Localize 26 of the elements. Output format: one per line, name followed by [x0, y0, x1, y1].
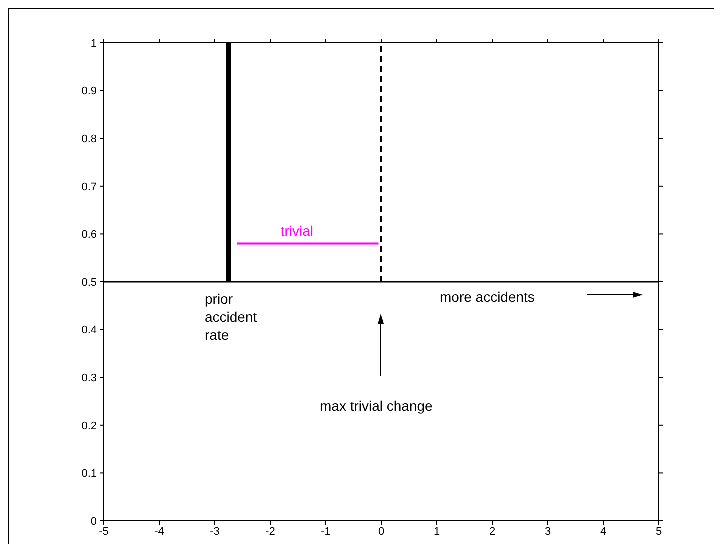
y-tick-label: 0 — [90, 516, 97, 528]
x-tick-label: -2 — [266, 526, 276, 538]
annotation: more accidents — [440, 288, 535, 306]
x-tick-label: -5 — [99, 526, 109, 538]
annotation: max trivial change — [320, 397, 433, 415]
x-tick-label: -3 — [210, 526, 220, 538]
x-tick-label: 2 — [489, 526, 496, 538]
x-tick-label: 0 — [378, 526, 385, 538]
y-tick-label: 0.6 — [82, 229, 97, 242]
y-tick-label: 0.3 — [82, 372, 97, 385]
x-tick-label: -1 — [321, 526, 331, 538]
x-tick-label: 5 — [656, 526, 662, 538]
x-tick-label: 3 — [544, 526, 552, 538]
y-tick-label: 0.2 — [82, 420, 97, 432]
y-tick-label: 0.4 — [82, 324, 97, 337]
y-tick-label: 0.8 — [82, 134, 97, 146]
x-tick-label: 4 — [600, 526, 607, 538]
y-tick-label: 0.7 — [82, 181, 97, 194]
y-tick-label: 0.5 — [82, 276, 97, 289]
y-tick-label: 0.1 — [82, 468, 97, 480]
series-label: trivial — [280, 222, 314, 239]
annotation: prior accident rate — [205, 290, 258, 344]
x-tick-label: -4 — [154, 526, 164, 538]
y-tick-label: 0.9 — [82, 86, 97, 98]
x-tick-label: 1 — [434, 526, 440, 538]
y-tick-label: 1 — [90, 38, 97, 50]
